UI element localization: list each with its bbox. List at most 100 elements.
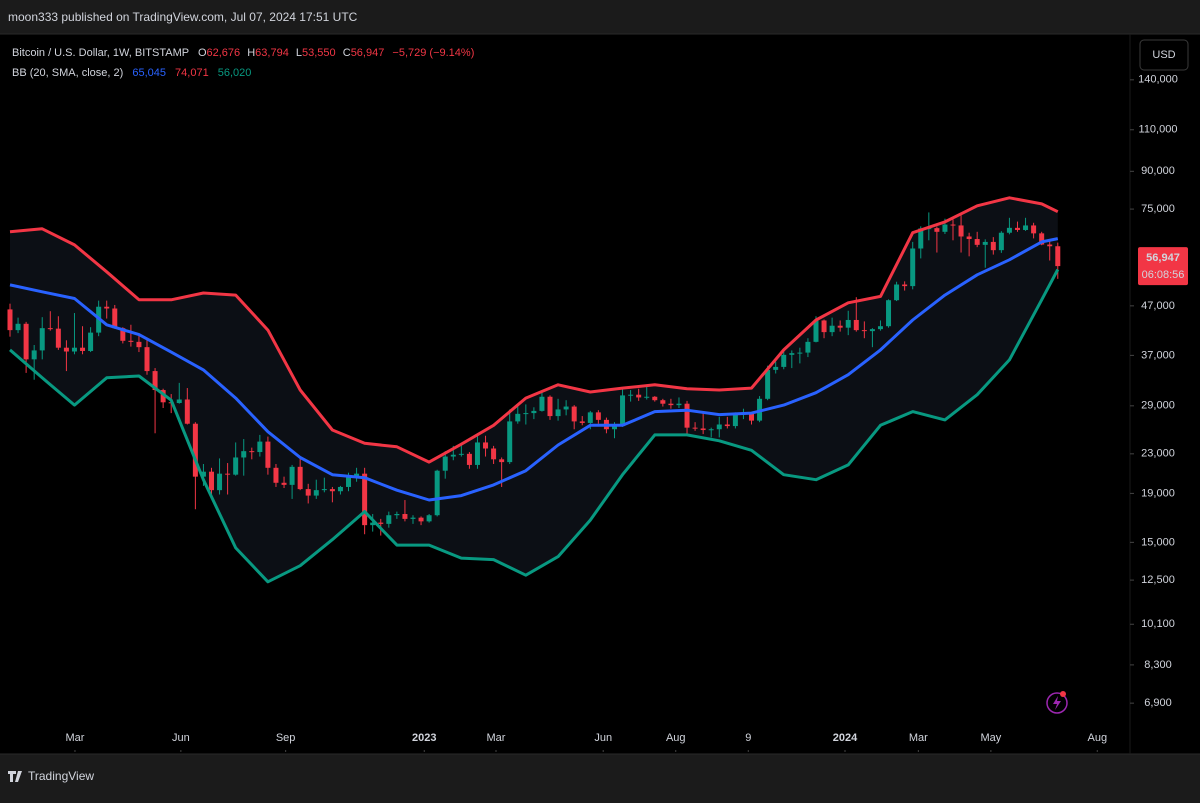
y-tick-label: 110,000 xyxy=(1139,124,1178,136)
legend-line-1: Bitcoin / U.S. Dollar, 1W, BITSTAMP O62,… xyxy=(12,47,474,59)
currency-button[interactable] xyxy=(1139,39,1189,71)
candle-body xyxy=(700,428,706,431)
candle-body xyxy=(668,403,674,406)
indicator-value: 74,071 xyxy=(175,67,209,79)
candle-body xyxy=(128,340,134,342)
candle-body xyxy=(71,347,77,352)
candle-body xyxy=(184,399,190,424)
x-tick-label: Mar xyxy=(65,732,84,744)
candle-body xyxy=(781,354,787,367)
y-tick-label: 47,000 xyxy=(1141,300,1175,312)
candle-body xyxy=(974,239,980,245)
candle-body xyxy=(104,306,110,309)
legend: Bitcoin / U.S. Dollar, 1W, BITSTAMP O62,… xyxy=(12,47,474,79)
y-tick-label: 75,000 xyxy=(1141,203,1175,215)
candle-body xyxy=(773,366,779,370)
x-tick-label: Mar xyxy=(909,732,928,744)
y-tick-label: 37,000 xyxy=(1141,349,1175,361)
candle-body xyxy=(483,442,489,449)
candle-body xyxy=(7,309,13,331)
x-tick-label: Jun xyxy=(594,732,612,744)
candle-body xyxy=(1047,244,1053,247)
candle-body xyxy=(329,489,335,492)
candle-body xyxy=(636,394,642,398)
candle-body xyxy=(982,241,988,245)
y-tick-label: 12,500 xyxy=(1141,574,1175,586)
x-tick-label: 2024 xyxy=(833,732,858,744)
candle-body xyxy=(31,350,37,360)
candle-body xyxy=(861,330,867,332)
candle-body xyxy=(346,476,352,487)
candle-body xyxy=(474,442,480,465)
candle-body xyxy=(611,426,617,430)
candle-body xyxy=(491,448,497,460)
candle-body xyxy=(563,406,569,410)
candle-body xyxy=(724,424,730,427)
candle-body xyxy=(402,514,408,519)
candle-body xyxy=(1014,227,1020,230)
candle-body xyxy=(354,473,360,477)
candle-body xyxy=(192,423,198,477)
candle-body xyxy=(426,515,432,522)
brand-name: TradingView xyxy=(28,769,94,783)
field-value: 53,550 xyxy=(302,47,336,59)
candle-body xyxy=(1006,227,1012,233)
candle-body xyxy=(805,341,811,353)
y-tick-label: 23,000 xyxy=(1141,448,1175,460)
candle-body xyxy=(249,451,255,453)
candle-body xyxy=(708,429,714,431)
candle-body xyxy=(152,371,158,391)
candle-body xyxy=(499,459,505,463)
y-tick-label: 6,900 xyxy=(1144,697,1172,709)
candle-body xyxy=(23,323,29,360)
candle-body xyxy=(55,328,61,348)
candle-body xyxy=(837,325,843,328)
candle-body xyxy=(692,427,698,429)
alert-dot xyxy=(1060,691,1066,697)
y-tick-label: 15,000 xyxy=(1141,536,1175,548)
currency[interactable]: USD xyxy=(1152,49,1175,61)
price-label-box xyxy=(1138,247,1188,286)
candle-body xyxy=(523,413,529,415)
candle-body xyxy=(716,424,722,430)
candle-body xyxy=(950,224,956,226)
indicator-value: 56,020 xyxy=(218,67,252,79)
candle-body xyxy=(313,490,319,496)
band-line xyxy=(9,196,1059,464)
publisher: moon333 published on TradingView.com, Ju… xyxy=(8,10,358,24)
candle-body xyxy=(813,320,819,342)
candle-body xyxy=(853,319,859,331)
alert-icon[interactable] xyxy=(1046,692,1068,714)
candle-body xyxy=(829,325,835,333)
candle-body xyxy=(337,486,343,492)
candle-body xyxy=(120,328,126,341)
candle-body xyxy=(225,473,231,475)
candle-body xyxy=(765,369,771,399)
brand: TradingView xyxy=(8,769,94,783)
candle-body xyxy=(160,390,166,403)
y-tick-label: 10,100 xyxy=(1141,618,1175,630)
countdown: 06:08:56 xyxy=(1142,269,1185,281)
candle-body xyxy=(507,421,513,463)
candle-body xyxy=(531,410,537,414)
y-tick-label: 8,300 xyxy=(1144,659,1172,671)
candle-body xyxy=(845,319,851,328)
candle-body xyxy=(732,413,738,427)
candle-body xyxy=(112,308,118,329)
field-value: 56,947 xyxy=(351,47,385,59)
band-fill xyxy=(9,197,1058,582)
candle-body xyxy=(208,471,214,491)
brand-logo xyxy=(8,771,22,782)
band-line xyxy=(9,237,1059,502)
field-key: H xyxy=(247,47,255,59)
candle-body xyxy=(749,413,755,421)
candle-body xyxy=(273,467,279,483)
candle-body xyxy=(15,323,21,331)
field-value: 62,676 xyxy=(207,47,241,59)
candle-body xyxy=(88,332,94,351)
candle-body xyxy=(80,347,86,351)
candle-body xyxy=(660,400,666,404)
x-tick-label: Mar xyxy=(487,732,506,744)
candle-body xyxy=(1031,225,1037,234)
